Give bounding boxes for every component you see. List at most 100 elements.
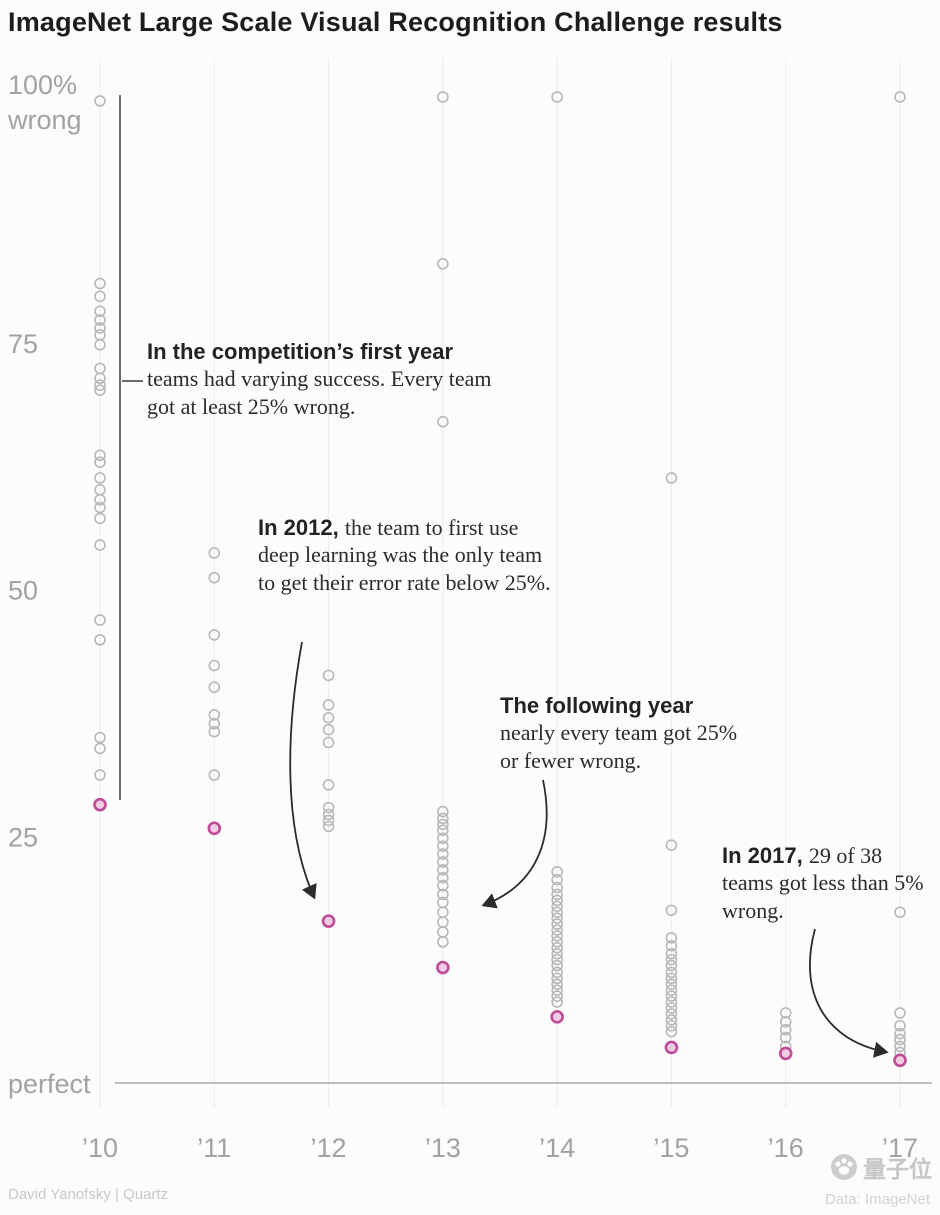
team-result-point: [551, 865, 563, 878]
team-result-point: [665, 1014, 678, 1026]
team-result-point: [94, 384, 106, 396]
team-result-point: [551, 912, 563, 924]
annotation-2013-lead: The following year: [500, 693, 694, 718]
team-result-point: [322, 669, 335, 682]
team-result-point: [551, 947, 563, 960]
team-result-point: [779, 1031, 792, 1044]
x-tick-label: ’12: [311, 1133, 347, 1163]
team-result-point: [894, 1007, 906, 1019]
team-result-point: [94, 338, 106, 351]
team-result-point: [665, 904, 678, 917]
team-result-point: [665, 947, 678, 960]
annotation-2013: The following year nearly every team got…: [500, 692, 740, 774]
team-result-point: [322, 736, 335, 749]
team-result-point: [437, 832, 449, 845]
team-result-point: [94, 769, 106, 781]
team-result-point: [665, 1025, 678, 1038]
team-result-point: [94, 501, 106, 514]
best-team-point: [321, 914, 336, 928]
team-result-point: [94, 379, 106, 391]
annotation-2010-lead: In the competition’s first year: [147, 339, 454, 364]
team-result-point: [94, 372, 106, 385]
team-result-point: [94, 322, 106, 334]
team-result-point: [94, 95, 106, 107]
team-result-point: [94, 742, 106, 755]
team-result-point: [322, 712, 335, 724]
footer-source: Data: ImageNet: [824, 1191, 930, 1208]
best-team-point: [893, 1053, 907, 1068]
team-result-point: [94, 314, 106, 326]
team-result-point: [665, 972, 678, 985]
team-result-point: [551, 924, 563, 936]
team-result-point: [94, 634, 106, 646]
team-result-point: [894, 1033, 906, 1046]
team-result-point: [665, 966, 678, 979]
team-result-point: [551, 984, 563, 997]
team-result-point: [665, 940, 678, 952]
annotation-2017-arrow: [809, 928, 889, 1058]
team-result-point: [551, 918, 563, 930]
team-result-point: [437, 848, 449, 860]
team-result-point: [894, 1040, 906, 1053]
team-result-point: [94, 456, 106, 468]
best-team-point: [778, 1046, 793, 1061]
team-result-point: [665, 996, 678, 1008]
team-result-point: [551, 966, 563, 979]
team-result-point: [894, 1019, 906, 1032]
team-result-point: [94, 277, 106, 290]
team-result-point: [665, 1008, 678, 1020]
team-result-point: [437, 888, 449, 901]
x-tick-label: ’17: [882, 1133, 918, 1163]
team-result-point: [94, 512, 106, 525]
annotation-2010-body: teams had varying success. Every team go…: [147, 366, 492, 419]
team-result-point: [94, 290, 106, 303]
team-result-point: [437, 257, 449, 270]
y-tick-label: 50: [8, 576, 38, 606]
team-result-point: [437, 91, 449, 103]
team-result-point: [322, 801, 335, 814]
team-result-point: [208, 709, 221, 721]
annotation-2017-body: 29 of 38 teams got less than 5% wrong.: [722, 843, 924, 923]
annotation-2012-lead: In 2012,: [258, 515, 339, 540]
team-result-point: [894, 91, 906, 103]
x-tick-label: ’14: [539, 1133, 575, 1163]
team-result-point: [665, 984, 678, 997]
team-result-point: [665, 932, 678, 944]
team-result-point: [551, 990, 563, 1002]
team-result-point: [665, 990, 678, 1002]
y-tick-label: 100%: [8, 70, 77, 100]
team-result-point: [779, 1007, 792, 1019]
team-result-point: [551, 996, 563, 1008]
team-result-point: [322, 820, 335, 833]
team-result-point: [94, 449, 106, 462]
team-result-point: [437, 818, 449, 831]
x-tick-label: ’15: [653, 1133, 689, 1163]
team-result-point: [322, 814, 335, 827]
team-result-point: [437, 840, 449, 852]
team-result-point: [437, 871, 449, 884]
team-result-point: [94, 305, 106, 317]
team-result-point: [94, 539, 106, 551]
team-result-point: [665, 978, 678, 991]
best-team-point: [664, 1040, 679, 1055]
team-result-point: [437, 415, 449, 428]
team-result-point: [551, 978, 563, 991]
y-tick-label-line2: wrong: [7, 105, 82, 135]
y-tick-label: perfect: [8, 1069, 91, 1099]
team-result-point: [94, 731, 106, 744]
team-result-point: [551, 873, 563, 886]
ticks-layer: ’10 ’11 ’12 ’13 ’14 ’15 ’16 ’17 100% wrong 75 50 25 p…: [7, 70, 918, 1163]
team-result-point: [322, 699, 335, 711]
team-result-point: [208, 717, 221, 730]
best-team-point: [93, 797, 107, 812]
team-result-point: [665, 953, 678, 966]
team-result-point: [894, 906, 906, 919]
team-result-point: [551, 881, 563, 894]
annotation-2012-body: the team to first use deep learning was …: [258, 515, 551, 595]
watermark: 量子位: [830, 1150, 932, 1184]
team-result-point: [208, 659, 221, 672]
best-team-point: [436, 960, 450, 975]
team-result-point: [94, 614, 106, 626]
